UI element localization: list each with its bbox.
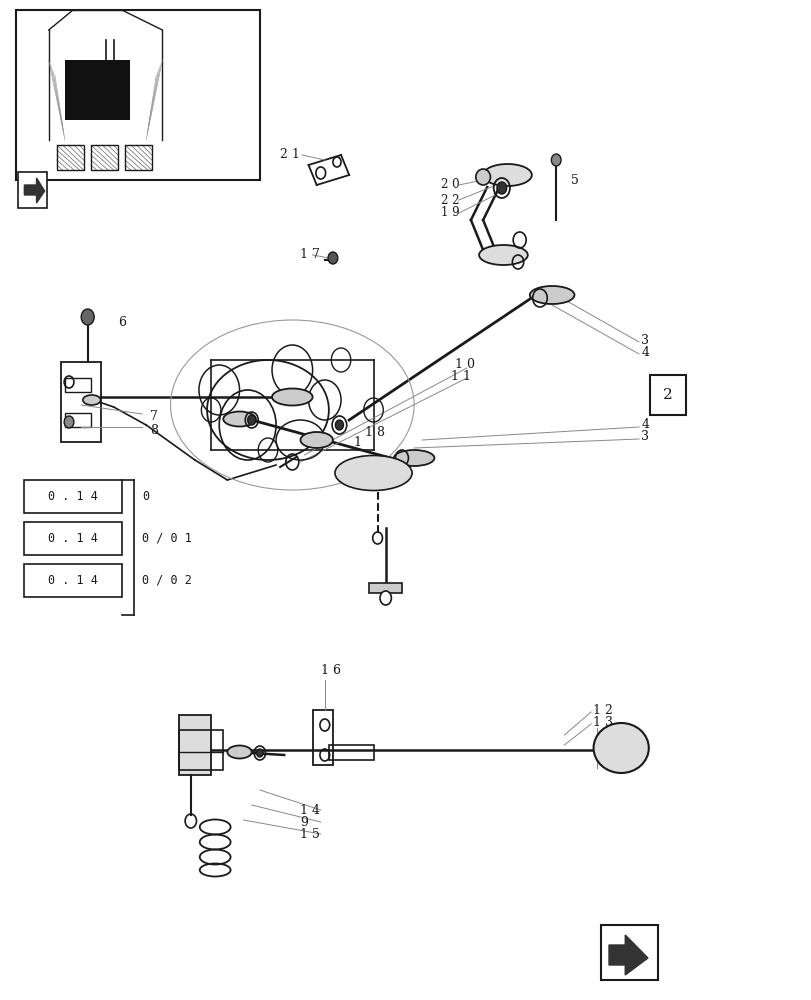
Text: 3: 3 bbox=[641, 334, 649, 347]
Text: 0 . 1 4: 0 . 1 4 bbox=[48, 574, 98, 586]
Text: 0 . 1 4: 0 . 1 4 bbox=[48, 532, 98, 544]
Text: 1 7: 1 7 bbox=[300, 248, 320, 261]
Text: 2 2: 2 2 bbox=[440, 194, 459, 207]
Ellipse shape bbox=[483, 164, 531, 186]
Bar bbox=[18, 172, 47, 208]
Bar bbox=[24, 564, 122, 597]
Text: 4: 4 bbox=[641, 418, 649, 432]
Bar bbox=[65, 60, 130, 120]
Bar bbox=[178, 730, 223, 770]
Text: 0 . 1 4: 0 . 1 4 bbox=[48, 489, 98, 502]
Text: 6: 6 bbox=[118, 316, 126, 329]
Ellipse shape bbox=[227, 746, 251, 758]
Bar bbox=[61, 362, 101, 442]
Circle shape bbox=[64, 416, 74, 428]
Text: 1 0: 1 0 bbox=[454, 359, 474, 371]
Bar bbox=[369, 583, 401, 593]
Text: 2: 2 bbox=[662, 388, 672, 402]
Bar bbox=[125, 145, 152, 170]
Polygon shape bbox=[608, 935, 647, 975]
Circle shape bbox=[81, 309, 94, 325]
Text: 0 / 0 1: 0 / 0 1 bbox=[142, 532, 191, 544]
Bar bbox=[24, 480, 122, 513]
Text: 1 6: 1 6 bbox=[320, 664, 341, 677]
Text: 1 3: 1 3 bbox=[592, 716, 612, 728]
Text: 9: 9 bbox=[300, 816, 308, 828]
Bar bbox=[328, 745, 373, 760]
Circle shape bbox=[247, 415, 255, 425]
Text: 1 1: 1 1 bbox=[450, 370, 470, 383]
Bar bbox=[24, 522, 122, 555]
Text: 2 0: 2 0 bbox=[440, 178, 459, 192]
Text: 1 9: 1 9 bbox=[440, 207, 459, 220]
Polygon shape bbox=[24, 178, 45, 203]
Text: 1 8: 1 8 bbox=[365, 426, 385, 439]
Circle shape bbox=[551, 154, 560, 166]
Text: 1 5: 1 5 bbox=[300, 828, 320, 840]
Ellipse shape bbox=[334, 456, 411, 490]
Ellipse shape bbox=[475, 169, 490, 185]
Bar bbox=[649, 375, 685, 415]
Bar bbox=[600, 925, 657, 980]
Text: 4: 4 bbox=[641, 346, 649, 359]
Ellipse shape bbox=[272, 388, 312, 406]
Text: 1: 1 bbox=[353, 436, 361, 450]
Bar bbox=[312, 710, 333, 765]
Bar bbox=[65, 413, 91, 427]
Ellipse shape bbox=[593, 723, 648, 773]
Text: 5: 5 bbox=[570, 174, 578, 186]
Bar bbox=[91, 145, 118, 170]
Text: 1 2: 1 2 bbox=[592, 704, 611, 716]
Text: 7: 7 bbox=[150, 410, 158, 424]
Ellipse shape bbox=[223, 412, 255, 426]
Circle shape bbox=[328, 252, 337, 264]
Circle shape bbox=[335, 420, 343, 430]
Ellipse shape bbox=[529, 286, 574, 304]
Circle shape bbox=[496, 182, 506, 194]
Circle shape bbox=[256, 749, 263, 757]
Text: 8: 8 bbox=[150, 424, 158, 436]
Bar bbox=[16, 10, 260, 180]
Bar bbox=[57, 145, 84, 170]
Text: 3: 3 bbox=[641, 430, 649, 444]
Text: 0 / 0 2: 0 / 0 2 bbox=[142, 574, 191, 586]
Circle shape bbox=[380, 591, 391, 605]
Text: 2 1: 2 1 bbox=[280, 148, 299, 161]
Ellipse shape bbox=[300, 432, 333, 448]
Bar bbox=[65, 378, 91, 392]
Ellipse shape bbox=[393, 450, 434, 466]
Text: 0: 0 bbox=[142, 489, 149, 502]
Text: 1 4: 1 4 bbox=[300, 804, 320, 816]
Bar bbox=[178, 715, 211, 775]
Ellipse shape bbox=[478, 245, 527, 265]
Ellipse shape bbox=[83, 395, 101, 405]
